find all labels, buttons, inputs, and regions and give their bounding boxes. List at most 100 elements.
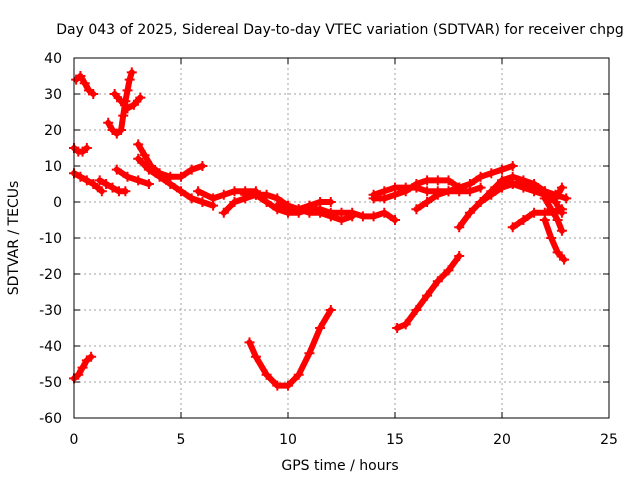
data-point: [197, 197, 208, 207]
series-arc-m: [272, 197, 336, 215]
data-point: [546, 233, 557, 243]
data-point: [390, 215, 400, 225]
y-tick-label: -10: [39, 231, 62, 247]
data-point: [390, 182, 400, 193]
data-point: [411, 305, 422, 315]
data-point: [368, 211, 379, 222]
data-point: [133, 139, 144, 150]
data-point: [176, 186, 186, 197]
chart-title: Day 043 of 2025, Sidereal Day-to-day VTE…: [56, 22, 624, 38]
data-point: [272, 200, 283, 211]
data-point: [561, 193, 572, 204]
data-point: [315, 323, 326, 333]
data-point: [122, 85, 133, 96]
data-point: [107, 182, 118, 193]
data-point: [556, 182, 567, 193]
data-point: [86, 351, 97, 362]
data-point: [347, 207, 358, 218]
x-tick-label: 0: [70, 432, 79, 448]
data-point: [379, 207, 390, 218]
data-point: [518, 215, 529, 225]
x-tick-label: 15: [386, 432, 404, 448]
data-point: [550, 197, 561, 207]
data-point: [529, 186, 540, 197]
x-tick-label: 25: [600, 432, 618, 448]
data-point: [240, 189, 251, 200]
data-point: [325, 207, 336, 218]
data-point: [454, 186, 465, 197]
series-line: [541, 195, 565, 234]
data-point: [293, 204, 304, 215]
series-arc-g: [111, 164, 154, 189]
data-point: [143, 179, 154, 189]
data-point: [315, 197, 326, 207]
data-point: [304, 200, 315, 211]
data-point: [552, 247, 563, 258]
data-point: [432, 276, 443, 287]
data-point: [422, 175, 433, 186]
series-arc-u: [539, 215, 570, 265]
data-point: [88, 179, 99, 189]
data-point: [559, 254, 570, 265]
data-point: [103, 117, 114, 128]
data-point: [283, 204, 293, 215]
y-tick-label: -40: [39, 339, 62, 355]
data-point: [79, 78, 90, 89]
data-point: [556, 225, 567, 236]
data-point: [133, 175, 144, 186]
data-point: [325, 197, 336, 207]
data-point: [88, 89, 99, 99]
data-point: [250, 351, 261, 362]
data-point: [422, 186, 433, 197]
data-point: [422, 290, 433, 301]
data-point: [75, 71, 86, 81]
y-tick-label: 20: [44, 123, 62, 139]
data-point: [75, 171, 86, 182]
data-point: [120, 186, 131, 197]
data-point: [475, 171, 486, 182]
data-point: [475, 182, 486, 193]
data-point: [518, 182, 529, 193]
data-point: [475, 197, 486, 207]
data-point: [325, 305, 336, 315]
grid: [74, 58, 609, 418]
data-point: [552, 215, 563, 225]
data-point: [186, 193, 197, 204]
data-point: [122, 103, 133, 114]
series-line: [113, 166, 152, 187]
data-point: [443, 175, 454, 186]
data-point: [283, 380, 293, 391]
y-tick-label: 40: [44, 51, 62, 67]
data-point: [116, 125, 127, 135]
data-point: [486, 186, 497, 197]
data-point: [109, 89, 120, 99]
data-series: [69, 67, 572, 391]
data-point: [454, 222, 465, 233]
data-point: [197, 161, 208, 171]
data-point: [400, 182, 411, 193]
data-point: [81, 143, 92, 153]
series-line: [541, 217, 568, 263]
series-arc-p: [411, 182, 486, 215]
data-point: [73, 369, 84, 380]
data-point: [176, 171, 186, 182]
data-point: [133, 153, 144, 164]
x-tick-label: 5: [177, 432, 186, 448]
data-point: [464, 207, 475, 218]
data-point: [411, 182, 422, 193]
data-point: [293, 369, 304, 380]
series-arc-v: [539, 193, 567, 236]
data-point: [379, 186, 390, 197]
data-point: [368, 189, 379, 200]
data-point: [143, 164, 154, 175]
data-point: [443, 186, 454, 197]
data-point: [77, 362, 88, 373]
data-point: [443, 265, 454, 276]
x-axis-label: GPS time / hours: [281, 458, 398, 474]
y-axis-label: SDTVAR / TECUs: [6, 181, 22, 296]
data-point: [229, 197, 240, 207]
data-point: [507, 179, 518, 189]
data-point: [250, 189, 261, 200]
